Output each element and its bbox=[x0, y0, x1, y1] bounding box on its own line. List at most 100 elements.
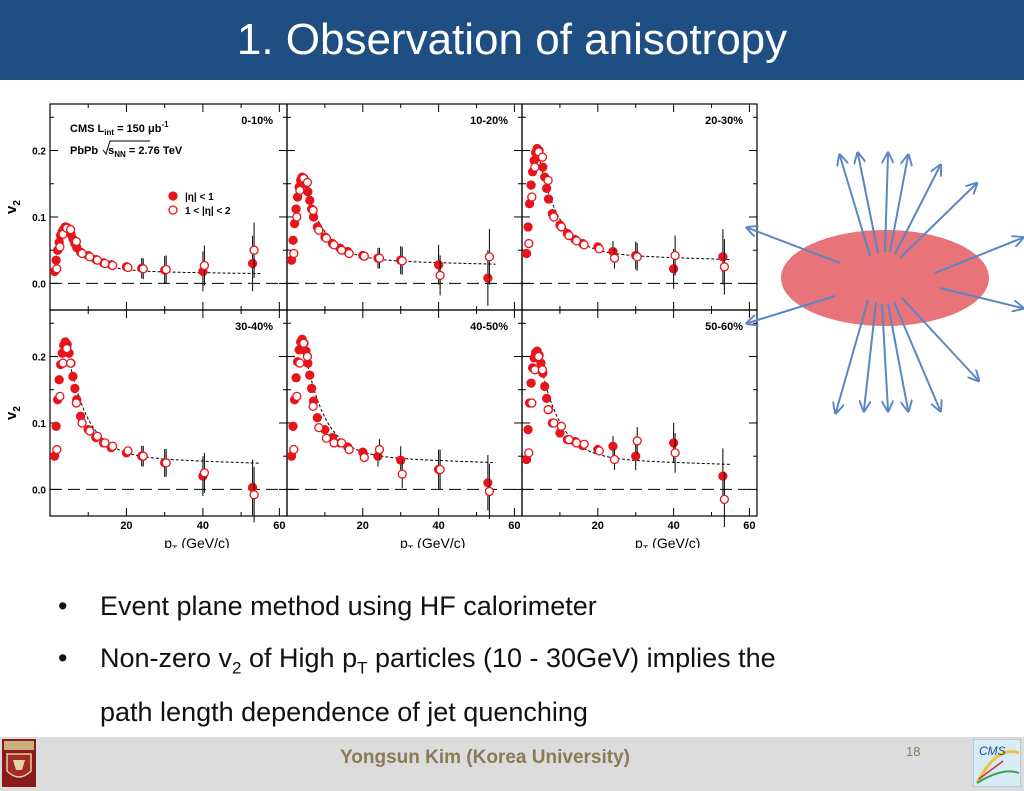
data-point-open bbox=[249, 490, 259, 500]
particle-arrow bbox=[748, 228, 841, 264]
data-point-filled bbox=[54, 375, 64, 385]
particle-arrow bbox=[836, 299, 869, 412]
centrality-label: 50-60% bbox=[705, 321, 743, 333]
data-point-open bbox=[302, 177, 313, 188]
data-point-open bbox=[295, 185, 305, 196]
data-point-open bbox=[249, 245, 259, 255]
panel-50-60%: 20 40 60 pT (GeV/c) 50-60% bbox=[521, 309, 758, 548]
data-point-open bbox=[632, 436, 642, 446]
page-number: 18 bbox=[906, 744, 921, 759]
data-point-open bbox=[549, 418, 559, 428]
data-point-open bbox=[299, 338, 309, 348]
annotation-line-2: PbPb sNN = 2.76 TeV bbox=[70, 145, 183, 159]
korea-university-logo bbox=[2, 739, 36, 787]
data-point-open bbox=[524, 238, 534, 249]
data-point-open bbox=[314, 422, 324, 433]
panel-frame bbox=[521, 103, 758, 311]
data-point-open bbox=[77, 248, 87, 259]
data-point-open bbox=[435, 464, 445, 475]
x-axis-label-sub: T bbox=[408, 544, 414, 548]
data-point-open bbox=[524, 448, 534, 458]
bullet-list: • Event plane method using HF calorimete… bbox=[58, 584, 958, 734]
data-point-filled bbox=[306, 383, 317, 394]
data-point-open bbox=[374, 444, 385, 455]
fit-curve bbox=[536, 346, 731, 465]
fit-curve bbox=[536, 147, 731, 261]
data-point-open bbox=[670, 250, 680, 261]
particle-arrow bbox=[893, 301, 940, 410]
annotation-part: PbPb bbox=[70, 145, 98, 157]
data-point-filled bbox=[433, 260, 444, 270]
data-point-open bbox=[571, 236, 582, 246]
data-point-open bbox=[484, 486, 495, 497]
data-point-open bbox=[359, 251, 369, 261]
x-tick-label: 60 bbox=[743, 520, 755, 532]
x-axis-label: pT (GeV/c) bbox=[635, 535, 700, 548]
data-point-filled bbox=[523, 222, 533, 232]
x-axis-label-sub: T bbox=[172, 544, 178, 548]
data-point-open bbox=[62, 343, 72, 354]
data-point-open bbox=[435, 270, 445, 281]
data-point-filled bbox=[526, 180, 536, 190]
data-point-filled bbox=[631, 451, 641, 461]
data-point-open bbox=[594, 446, 604, 456]
annotation-part: = 2.76 TeV bbox=[126, 145, 183, 157]
data-point-open bbox=[537, 152, 548, 162]
data-point-open bbox=[77, 418, 87, 428]
y-axis-label-sub: 2 bbox=[12, 406, 23, 412]
y-tick-label: 0.2 bbox=[32, 353, 46, 364]
cms-annotation: CMS Lint = 150 μb-1 PbPb sNN = 2.76 TeV bbox=[70, 120, 183, 159]
data-point-open bbox=[161, 458, 171, 468]
cms-logo-text: CMS bbox=[979, 744, 1006, 758]
data-point-open bbox=[359, 452, 369, 463]
annotation-line-1: CMS Lint = 150 μb-1 bbox=[70, 120, 169, 137]
bullet-text-pre: Non-zero v bbox=[100, 643, 233, 673]
data-point-filled bbox=[718, 252, 728, 262]
data-point-filled bbox=[68, 371, 78, 382]
annotation-part: CMS L bbox=[70, 123, 105, 135]
data-point-filled bbox=[541, 393, 552, 404]
annotation-part: b bbox=[155, 123, 162, 135]
x-axis-label: pT (GeV/c) bbox=[164, 535, 229, 548]
data-point-open bbox=[108, 260, 118, 271]
x-axis-label-sub: T bbox=[643, 544, 649, 548]
fit-curve bbox=[301, 336, 496, 464]
data-point-open bbox=[161, 264, 171, 275]
data-point-open bbox=[108, 441, 118, 451]
overlap-region-ellipse bbox=[781, 230, 989, 326]
cms-logo: CMS bbox=[973, 739, 1021, 787]
data-point-open bbox=[302, 351, 313, 362]
data-point-open bbox=[71, 236, 81, 247]
data-point-open bbox=[594, 244, 604, 254]
x-tick-label: 40 bbox=[432, 520, 444, 532]
x-tick-label: 20 bbox=[120, 520, 132, 532]
data-point-open bbox=[92, 255, 103, 265]
data-point-open bbox=[719, 262, 730, 272]
particle-arrows bbox=[748, 154, 1022, 412]
data-point-open bbox=[579, 240, 589, 250]
footer: Yongsun Kim (Korea University) 18 bbox=[0, 737, 1024, 791]
particle-arrow bbox=[894, 166, 940, 255]
data-point-filled bbox=[543, 194, 554, 204]
particle-arrow bbox=[901, 297, 978, 380]
data-point-open bbox=[65, 358, 76, 368]
data-point-open bbox=[564, 434, 574, 445]
footer-author: Yongsun Kim (Korea University) bbox=[340, 747, 630, 768]
bullet-text-post: particles (10 - 30GeV) implies the bbox=[367, 643, 776, 673]
centrality-label: 30-40% bbox=[235, 321, 273, 333]
legend-label: 1 < |η| < 2 bbox=[185, 206, 231, 217]
particle-arrow bbox=[840, 156, 871, 257]
data-point-filled bbox=[483, 478, 493, 488]
annotation-part: NN bbox=[114, 150, 126, 159]
data-point-open bbox=[321, 233, 332, 243]
y-axis-label: v2 bbox=[3, 406, 23, 420]
annotation-part: int bbox=[104, 128, 114, 137]
panel-30-40%: 0.0 0.1 0.2 v2 20 40 60 pT (GeV/c) 30-40% bbox=[3, 309, 288, 548]
x-axis-label-unit: (GeV/c) bbox=[178, 535, 230, 548]
data-point-open bbox=[632, 252, 642, 262]
data-point-open bbox=[484, 252, 495, 262]
particle-arrow bbox=[899, 184, 976, 259]
data-point-open bbox=[55, 242, 65, 252]
